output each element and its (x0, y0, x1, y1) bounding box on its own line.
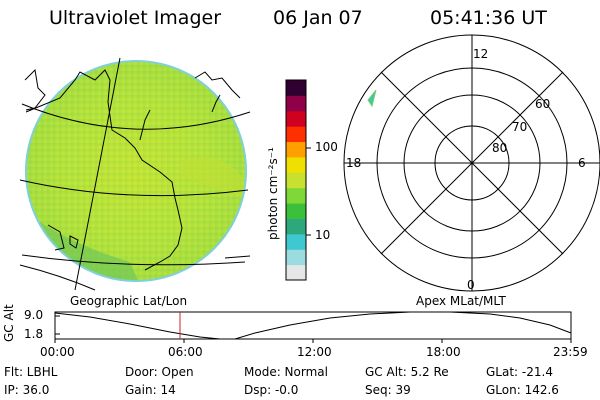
polar-plot (343, 34, 600, 292)
colorbar-unit-label: photon cm⁻²s⁻¹ (266, 147, 280, 240)
info-gc-alt: GC Alt: 5.2 Re (365, 365, 449, 379)
altitude-xtick-1800: 18:00 (426, 345, 461, 359)
colorbar-label-100: 100 (315, 140, 338, 154)
polar-lat-70: 70 (512, 120, 528, 134)
colorbar-segment (286, 110, 306, 127)
colorbar-label-10: 10 (315, 228, 331, 242)
lat-lon-grid (19, 57, 251, 291)
colorbar-segment (286, 95, 306, 112)
polar-lat-60: 60 (535, 97, 551, 111)
altitude-xtick-2359: 23:59 (553, 345, 588, 359)
time-label: 05:41:36 UT (430, 7, 547, 29)
date-label: 06 Jan 07 (273, 7, 363, 29)
polar-lat-80: 80 (492, 141, 508, 155)
info-door: Door: Open (125, 365, 194, 379)
colorbar-segment (286, 126, 306, 143)
uv-image-disk (25, 60, 247, 282)
colorbar-segment (286, 264, 306, 281)
polar-mlt-6: 6 (578, 156, 586, 170)
info-ip: IP: 36.0 (4, 383, 50, 397)
polar-mlt-12: 12 (473, 47, 489, 61)
info-glat: GLat: -21.4 (486, 365, 553, 379)
colorbar-segment (286, 80, 306, 96)
altitude-xtick-1200: 12:00 (297, 345, 332, 359)
left-map-label: Geographic Lat/Lon (70, 294, 188, 308)
polar-plot-label: Apex MLat/MLT (416, 294, 506, 308)
colorbar-segment (286, 233, 306, 250)
polar-mlt-0: 0 (467, 278, 475, 292)
coastline-overlay (24, 68, 241, 271)
altitude-ylabel: GC Alt (2, 304, 16, 342)
info-glon: GLon: 142.6 (486, 383, 559, 397)
colorbar-segment (286, 172, 306, 189)
info-mode: Mode: Normal (244, 365, 328, 379)
instrument-title: Ultraviolet Imager (49, 7, 222, 29)
altitude-ytick-9: 9.0 (24, 308, 44, 322)
colorbar-segment (286, 187, 306, 204)
info-seq: Seq: 39 (365, 383, 411, 397)
info-flt: Flt: LBHL (4, 365, 58, 379)
altitude-ytick-1.8: 1.8 (24, 327, 44, 341)
colorbar-segment (286, 249, 306, 266)
colorbar-segment (286, 141, 306, 158)
colorbar-segment (286, 156, 306, 173)
altitude-curve (54, 311, 572, 340)
altitude-xtick-0600: 06:00 (168, 345, 203, 359)
info-gain: Gain: 14 (125, 383, 176, 397)
altitude-plot (54, 311, 572, 343)
colorbar (286, 80, 306, 281)
colorbar-segment (286, 218, 306, 235)
altitude-xtick-0000: 00:00 (40, 345, 75, 359)
info-dsp: Dsp: -0.0 (244, 383, 299, 397)
polar-mlt-18: 18 (346, 156, 362, 170)
colorbar-segment (286, 203, 306, 219)
colorbar-frame (285, 79, 307, 281)
